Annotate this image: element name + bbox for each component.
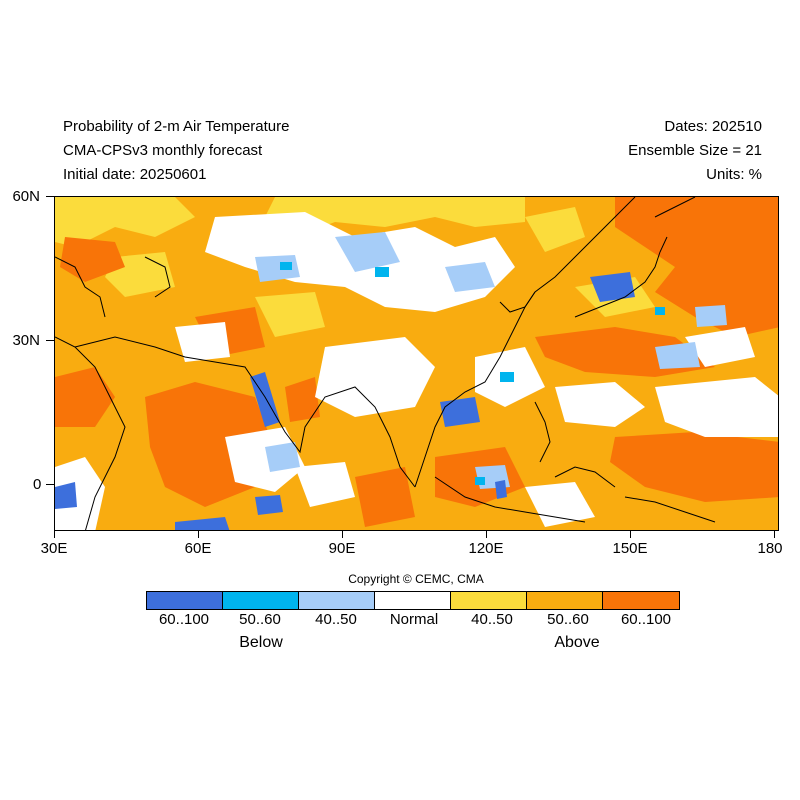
map-title: Probability of 2-m Air Temperature: [63, 118, 290, 135]
legend-color-bar: [146, 591, 680, 610]
lat-label-60n: 60N: [12, 188, 40, 205]
lon-label-120e: 120E: [468, 540, 504, 557]
probability-field: [55, 197, 778, 530]
legend-label-normal: Normal: [389, 611, 439, 628]
lat-tick-0: [46, 484, 54, 485]
copyright-notice: Copyright © CEMC, CMA: [348, 572, 484, 586]
lat-tick-60n: [46, 196, 54, 197]
lon-label-30e: 30E: [40, 540, 68, 557]
legend-swatch-above-60-100: [603, 592, 679, 609]
forecast-dates: Dates: 202510: [664, 118, 762, 135]
lat-label-30n: 30N: [12, 332, 40, 349]
legend-group-below: Below: [239, 634, 283, 651]
lon-tick-60e: [198, 531, 199, 538]
lat-label-0: 0: [33, 476, 42, 493]
probability-map: [54, 196, 779, 531]
lon-tick-150e: [630, 531, 631, 538]
lon-tick-180: [774, 531, 775, 538]
legend-label-below-50-60: 50..60: [239, 611, 281, 628]
below-50-60-areas: [280, 262, 665, 485]
lon-tick-120e: [486, 531, 487, 538]
lon-label-180: 180: [757, 540, 783, 557]
legend-swatch-above-50-60: [527, 592, 603, 609]
lon-label-150e: 150E: [612, 540, 648, 557]
lon-tick-30e: [54, 531, 55, 538]
legend-swatch-above-40-50: [451, 592, 527, 609]
legend-swatch-below-60-100: [147, 592, 223, 609]
lon-tick-90e: [342, 531, 343, 538]
coastlines: [55, 197, 716, 530]
legend-label-above-50-60: 50..60: [547, 611, 589, 628]
legend-label-below-60-100: 60..100: [158, 611, 210, 628]
legend-label-above-60-100: 60..100: [620, 611, 672, 628]
units-label: Units: %: [706, 166, 762, 183]
lon-label-60e: 60E: [184, 540, 212, 557]
lon-label-90e: 90E: [328, 540, 356, 557]
below-40-50-areas: [255, 232, 727, 489]
legend-swatch-below-50-60: [223, 592, 299, 609]
lat-tick-30n: [46, 340, 54, 341]
legend-label-above-40-50: 40..50: [471, 611, 513, 628]
initial-date: Initial date: 20250601: [63, 166, 207, 183]
legend-swatch-normal: [375, 592, 451, 609]
legend-group-above: Above: [554, 634, 600, 651]
legend-label-below-40-50: 40..50: [315, 611, 357, 628]
map-subtitle: CMA-CPSv3 monthly forecast: [63, 142, 263, 159]
ensemble-size: Ensemble Size = 21: [628, 142, 762, 159]
legend-swatch-below-40-50: [299, 592, 375, 609]
